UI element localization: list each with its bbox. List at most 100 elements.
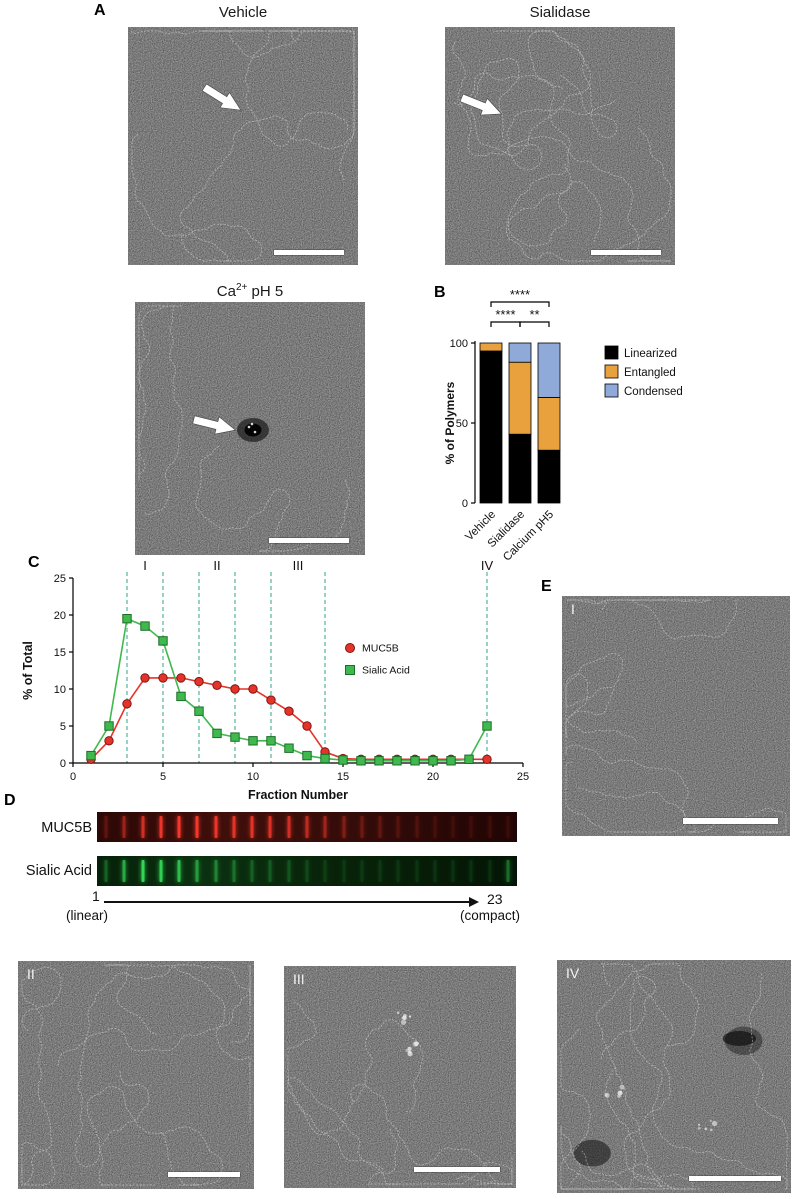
panel-d-label: D [4,792,16,809]
em-image-fraction-i: I [562,596,790,836]
svg-text:15: 15 [337,771,349,783]
em-image-fraction-ii: II [18,961,254,1189]
scale-bar [269,538,349,543]
gel-band [506,816,510,838]
gel-band [268,816,272,838]
svg-text:25: 25 [54,573,66,585]
em-image-fraction-iv: IV [557,960,791,1193]
gel-band [360,860,364,882]
svg-text:MUC5B: MUC5B [362,643,399,655]
gel-axis-arrow [104,897,479,907]
scale-bar [689,1176,781,1181]
em-roman-label: IV [566,965,580,981]
gel-band [159,860,163,882]
gel-band [214,816,218,838]
gel-band [451,860,455,882]
gel-band [177,816,181,838]
em-noise-art [562,596,790,836]
gel-band [177,860,181,882]
em-image-sialidase [445,27,675,265]
svg-text:25: 25 [517,771,529,783]
gel-band [451,816,455,838]
gel-band [268,860,272,882]
gel-band [360,816,364,838]
em-roman-label: III [293,971,305,987]
gel-band [287,860,291,882]
svg-text:0: 0 [70,771,76,783]
em-roman-label: I [571,601,575,617]
calcium-title-rest: pH 5 [247,283,284,300]
gel-band [342,816,346,838]
em-noise-art [18,961,254,1189]
gel-band [195,860,199,882]
gel-row-label-sialic: Sialic Acid [25,863,92,879]
calcium-title-sup: 2+ [235,282,248,293]
gel-axis-start: 1 [92,888,100,904]
panel-c-label: C [28,554,40,571]
svg-text:50: 50 [456,418,468,430]
em-image-vehicle [128,27,358,265]
scale-bar [168,1172,240,1177]
gel-band [122,860,126,882]
gel-band [433,816,437,838]
gel-band [433,860,437,882]
svg-text:**: ** [529,307,539,322]
svg-text:Linearized: Linearized [624,348,677,360]
svg-text:% of Polymers: % of Polymers [445,381,457,464]
gel-band [323,816,327,838]
scale-bar [683,818,778,824]
gel-strip-sialic [97,856,517,886]
em-noise-art [135,302,365,555]
svg-text:****: **** [495,307,515,322]
gel-band [287,816,291,838]
gel-band [396,816,400,838]
gel-band [488,816,492,838]
svg-text:5: 5 [60,721,66,733]
svg-text:Entangled: Entangled [624,367,676,379]
svg-text:10: 10 [247,771,259,783]
svg-text:Fraction Number: Fraction Number [248,788,348,802]
em-image-fraction-iii: III [284,966,516,1188]
svg-text:Condensed: Condensed [624,386,683,398]
scale-bar [591,250,661,255]
scale-bar [414,1167,500,1172]
gel-band [378,860,382,882]
em-image-calcium [135,302,365,555]
svg-text:Sialic Acid: Sialic Acid [362,665,410,677]
panel-b-label: B [434,284,446,301]
svg-text:I: I [143,558,147,573]
svg-text:5: 5 [160,771,166,783]
gel-strip-muc5b [97,812,517,842]
gel-band [250,816,254,838]
em-noise-art [284,966,516,1188]
gel-band [506,860,510,882]
scale-bar [274,250,344,255]
gel-band [232,816,236,838]
gel-band [141,816,145,838]
gel-band [469,860,473,882]
em-roman-label: II [27,966,35,982]
svg-text:20: 20 [54,610,66,622]
gel-axis-end-note: (compact) [460,908,521,923]
gel-band [141,860,145,882]
svg-text:IV: IV [481,558,494,573]
gel-band [415,816,419,838]
svg-text:15: 15 [54,647,66,659]
svg-text:0: 0 [462,498,468,510]
gel-row-label-muc5b: MUC5B [41,820,92,836]
svg-text:20: 20 [427,771,439,783]
gel-band [104,860,108,882]
svg-text:100: 100 [450,338,468,350]
svg-text:****: **** [510,290,530,302]
annotation-arrow-icon [459,93,503,116]
em-noise-art [445,27,675,265]
gel-band [488,860,492,882]
em-noise-art [128,27,358,265]
gel-band [396,860,400,882]
calcium-title-main: Ca [216,283,236,300]
sialidase-title: Sialidase [529,4,591,21]
annotation-arrow-icon [192,415,237,435]
em-noise-art [557,960,791,1193]
